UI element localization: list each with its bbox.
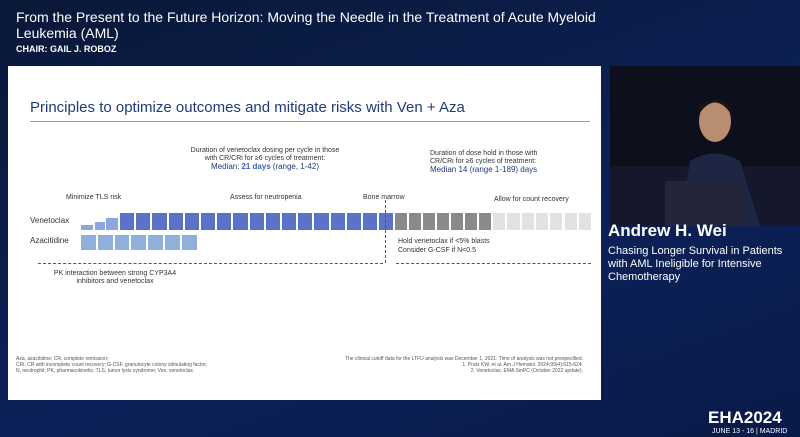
schedule-block bbox=[113, 234, 131, 251]
schedule-block bbox=[96, 234, 114, 251]
schedule-block bbox=[119, 212, 136, 231]
footnote: The clinical cutoff data for the LTFU an… bbox=[345, 356, 583, 362]
median-label: Median: bbox=[211, 162, 240, 171]
median-value: 21 days bbox=[241, 162, 271, 171]
schedule-block bbox=[362, 212, 379, 231]
schedule-block bbox=[464, 212, 478, 231]
dashed-line bbox=[396, 263, 591, 264]
rule bbox=[30, 121, 590, 122]
schedule-block bbox=[167, 212, 184, 231]
chair: CHAIR: GAIL J. ROBOZ bbox=[16, 44, 117, 54]
schedule-block bbox=[436, 212, 450, 231]
hold-median: Median 14 (range 1-189) days bbox=[430, 165, 538, 174]
phase-label: Minimize TLS risk bbox=[66, 194, 122, 201]
schedule-block bbox=[164, 234, 181, 251]
schedule-block bbox=[450, 212, 464, 231]
schedule-block bbox=[180, 234, 198, 251]
median-range: (range, 1-42) bbox=[272, 162, 319, 171]
schedule-block bbox=[378, 212, 395, 231]
schedule-block bbox=[105, 217, 119, 231]
event-dates: JUNE 13 - 16 | MADRID bbox=[712, 428, 788, 435]
pk-note: PK interaction between strong CYP3A4 inh… bbox=[53, 270, 177, 285]
footnote: CRi, CR with incomplete count recovery; … bbox=[16, 362, 208, 368]
phase-label: Allow for count recovery bbox=[494, 196, 569, 203]
schedule-block bbox=[506, 212, 521, 231]
dosing-text: Duration of venetoclax dosing per cycle … bbox=[190, 147, 340, 162]
phase-label: Bone marrow bbox=[363, 194, 405, 201]
schedule-block bbox=[534, 212, 550, 231]
schedule-block bbox=[520, 212, 535, 231]
schedule-block bbox=[329, 212, 346, 231]
schedule-block bbox=[135, 212, 152, 231]
schedule-block bbox=[297, 212, 314, 231]
talk-title: Chasing Longer Survival in Patients with… bbox=[608, 245, 783, 283]
schedule-block bbox=[80, 234, 97, 251]
schedule-block bbox=[183, 212, 200, 231]
schedule-block bbox=[232, 212, 249, 231]
schedule-block bbox=[151, 212, 168, 231]
schedule-block bbox=[492, 212, 507, 231]
speaker-video bbox=[610, 66, 800, 226]
schedule-block bbox=[264, 212, 281, 231]
footnotes-left: Aza, azacitidine; CR, complete remission… bbox=[16, 356, 207, 374]
schedule-block bbox=[281, 212, 298, 231]
schedule-block bbox=[248, 212, 265, 231]
footnote: Aza, azacitidine; CR, complete remission… bbox=[16, 356, 109, 362]
schedule-block bbox=[577, 212, 593, 231]
row-label: Azacitidine bbox=[30, 236, 69, 245]
schedule-block bbox=[478, 212, 492, 231]
schedule-block bbox=[408, 212, 422, 231]
schedule-block bbox=[80, 224, 94, 231]
schedule-block bbox=[200, 212, 217, 231]
schedule-block bbox=[345, 212, 362, 231]
schedule-block bbox=[216, 212, 233, 231]
dashed-line bbox=[38, 263, 383, 264]
slide-title: Principles to optimize outcomes and miti… bbox=[30, 99, 465, 116]
footnote: 2. Venetoclax. EMA SmPC (October 2022 up… bbox=[470, 368, 583, 374]
slide: Principles to optimize outcomes and miti… bbox=[8, 66, 601, 400]
schedule-block bbox=[563, 212, 578, 231]
speaker-name: Andrew H. Wei bbox=[608, 221, 727, 240]
footnote: 1. Pratz KW, et al. Am J Hematol. 2024;9… bbox=[462, 362, 583, 368]
schedule-block bbox=[394, 212, 408, 231]
schedule-block bbox=[313, 212, 330, 231]
hold-advice: Consider G-CSF if N<0.5 bbox=[398, 247, 476, 254]
dosing-note: Duration of venetoclax dosing per cycle … bbox=[186, 147, 344, 172]
logo: EHA2024 bbox=[708, 408, 782, 427]
hold-note: Duration of dose hold in those with CR/C… bbox=[430, 150, 560, 175]
hold-advice: Hold venetoclax if <5% blasts bbox=[398, 238, 490, 245]
footnote: N, neutrophil; PK, pharmacokinetic; TLS,… bbox=[16, 368, 195, 374]
footnotes-right: The clinical cutoff data for the LTFU an… bbox=[283, 356, 583, 374]
row-label: Venetoclax bbox=[30, 216, 70, 225]
schedule-block bbox=[549, 212, 564, 231]
dashed-line bbox=[385, 200, 386, 263]
phase-label: Assess for neutropenia bbox=[230, 194, 302, 201]
schedule-block bbox=[147, 234, 164, 251]
header-title: From the Present to the Future Horizon: … bbox=[16, 9, 596, 41]
schedule-block bbox=[130, 234, 148, 251]
schedule-block bbox=[422, 212, 436, 231]
hold-text: Duration of dose hold in those with CR/C… bbox=[430, 150, 538, 165]
